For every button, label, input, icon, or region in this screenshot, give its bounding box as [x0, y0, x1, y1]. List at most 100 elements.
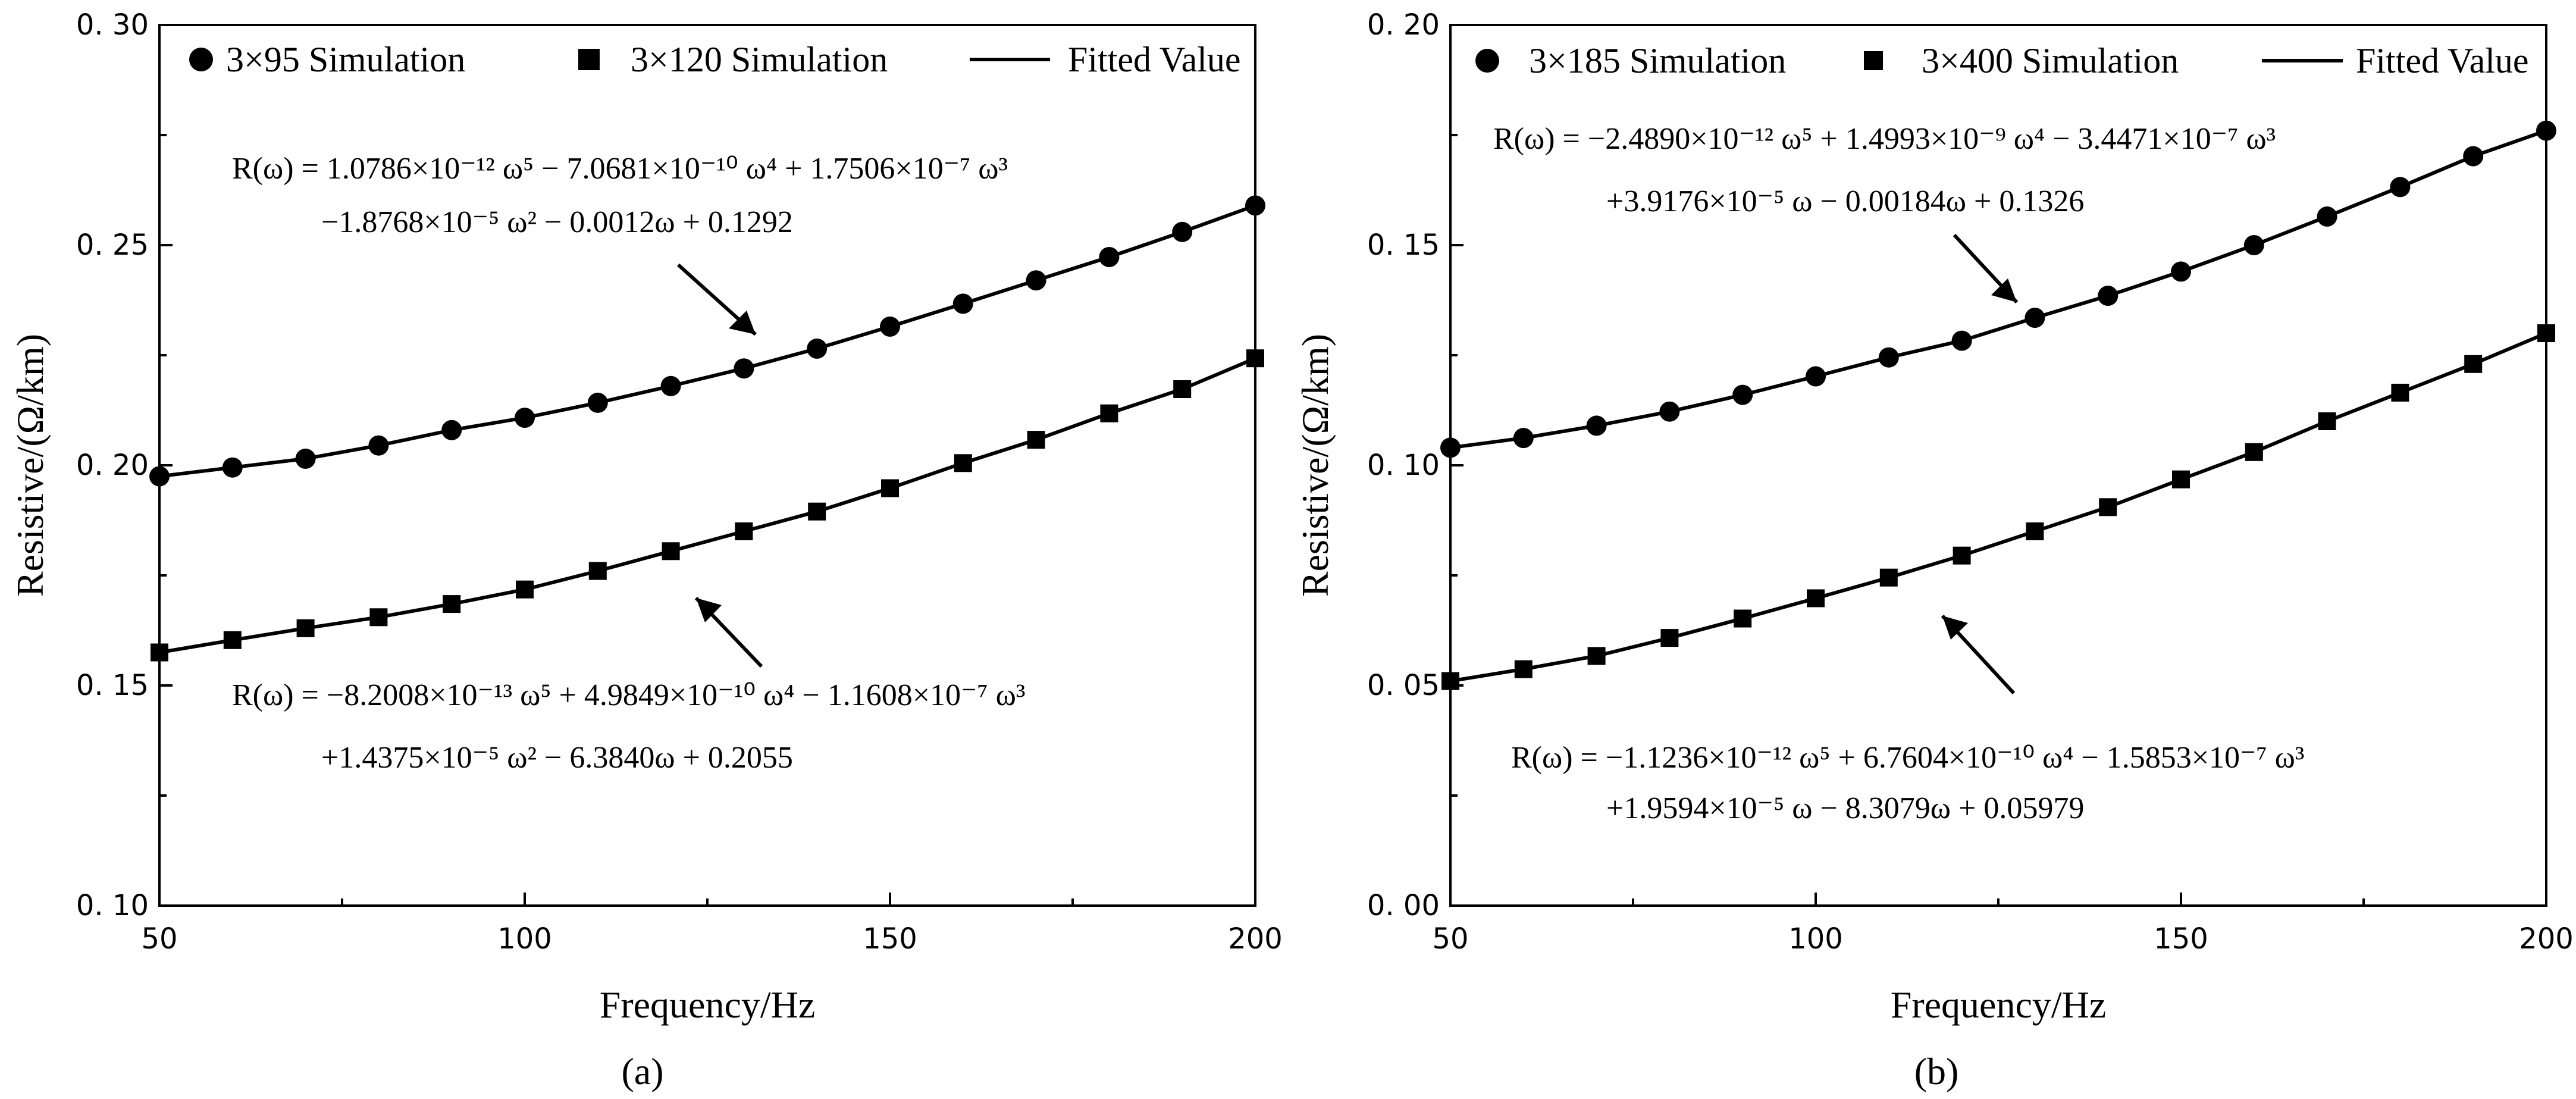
- annotation-arrowhead-a-top: [729, 311, 756, 334]
- legend-marker-circle-b: [1475, 49, 1499, 73]
- data-point-b-1-6: [1879, 568, 1898, 587]
- data-point-b-0-12: [2317, 206, 2337, 227]
- data-point-a-1-8: [735, 522, 753, 540]
- data-point-b-1-5: [1807, 589, 1825, 608]
- panel-label-a: (a): [621, 1050, 663, 1092]
- data-point-a-1-6: [588, 562, 607, 580]
- equation-a-top-line1: R(ω) = 1.0786×10⁻¹² ω⁵ − 7.0681×10⁻¹⁰ ω⁴…: [232, 152, 1008, 186]
- x-tick-label-a-3: 200: [1228, 922, 1283, 956]
- data-point-a-1-14: [1173, 380, 1192, 398]
- data-point-b-0-10: [2171, 261, 2191, 282]
- data-point-a-1-5: [516, 580, 534, 599]
- data-point-a-1-13: [1100, 404, 1118, 422]
- equation-b-top-line2: +3.9176×10⁻⁵ ω − 0.00184ω + 0.1326: [1606, 184, 2084, 218]
- data-point-a-1-12: [1027, 431, 1045, 449]
- x-tick-label-a-0: 50: [141, 922, 177, 956]
- data-point-a-0-0: [149, 466, 170, 487]
- data-point-b-0-3: [1659, 401, 1680, 422]
- data-point-b-1-7: [1953, 546, 1971, 565]
- data-point-b-0-9: [2098, 286, 2119, 306]
- data-point-b-0-7: [1951, 330, 1972, 351]
- data-point-a-1-4: [443, 595, 461, 613]
- equation-a-bottom-line2: +1.4375×10⁻⁵ ω² − 6.3840ω + 0.2055: [321, 741, 793, 775]
- data-point-a-1-9: [808, 502, 826, 521]
- annotation-arrowhead-b-top: [1991, 278, 2017, 302]
- data-point-b-1-9: [2099, 498, 2117, 516]
- equation-b-bottom-line2: +1.9594×10⁻⁵ ω − 8.3079ω + 0.05979: [1606, 791, 2084, 825]
- legend-label-b-1: 3×400 Simulation: [1922, 41, 2179, 80]
- annotation-arrowhead-b-bottom: [1942, 616, 1968, 640]
- legend-marker-square-a: [578, 49, 600, 70]
- y-tick-label-b-1: 0. 05: [1367, 669, 1440, 702]
- data-point-b-0-2: [1586, 415, 1607, 436]
- data-point-a-0-11: [952, 293, 973, 314]
- legend-label-b-0: 3×185 Simulation: [1529, 41, 1786, 80]
- y-tick-label-b-4: 0. 20: [1367, 8, 1440, 42]
- data-point-a-0-4: [441, 419, 462, 440]
- y-tick-label-a-2: 0. 20: [76, 449, 149, 482]
- y-tick-label-b-0: 0. 00: [1367, 889, 1440, 922]
- legend-label-b-2: Fitted Value: [2356, 41, 2529, 80]
- data-point-a-0-1: [222, 457, 243, 478]
- chart-panel-a: 0. 10 0. 15 0. 20 0. 25 0. 30 50 100 150 200 3×…: [9, 8, 1283, 1092]
- data-point-b-0-4: [1732, 384, 1753, 405]
- series-group-b: [1440, 120, 2556, 690]
- x-tick-label-b-1: 100: [1788, 922, 1843, 956]
- data-point-b-0-15: [2536, 120, 2556, 141]
- data-point-b-0-5: [1806, 366, 1826, 387]
- data-point-a-0-5: [515, 408, 535, 428]
- data-point-a-0-14: [1172, 221, 1193, 242]
- y-axis-title-b: Resistive/(Ω/km): [1294, 334, 1336, 597]
- data-point-b-1-10: [2172, 470, 2190, 489]
- data-point-b-1-2: [1587, 647, 1606, 665]
- data-point-b-1-8: [2026, 522, 2044, 540]
- data-point-b-1-11: [2245, 443, 2263, 461]
- x-axis-ticks-a: 50 100 150 200: [141, 893, 1283, 956]
- fitted-line-a-1: [159, 356, 1256, 655]
- data-point-a-0-8: [734, 358, 754, 379]
- data-point-b-0-13: [2390, 177, 2411, 198]
- legend-marker-circle-a: [189, 48, 213, 71]
- data-point-a-1-2: [296, 619, 315, 637]
- data-point-b-0-8: [2025, 308, 2045, 328]
- data-point-a-0-12: [1026, 270, 1046, 291]
- fitted-line-b-0: [1450, 129, 2547, 450]
- y-axis-ticks-a: 0. 10 0. 15 0. 20 0. 25 0. 30: [76, 8, 173, 922]
- data-point-a-1-3: [369, 608, 388, 627]
- data-point-a-0-10: [880, 316, 900, 337]
- data-point-b-1-12: [2318, 412, 2336, 430]
- data-point-b-1-0: [1441, 672, 1459, 690]
- data-point-b-1-3: [1660, 629, 1679, 647]
- data-point-a-0-15: [1245, 195, 1265, 216]
- x-tick-label-a-1: 100: [497, 922, 552, 956]
- legend-marker-square-b: [1864, 51, 1883, 70]
- data-point-a-1-0: [151, 643, 168, 662]
- data-point-b-1-15: [2537, 324, 2555, 342]
- data-point-a-1-1: [223, 631, 242, 649]
- data-point-b-1-4: [1734, 609, 1752, 628]
- data-point-a-1-10: [881, 479, 899, 497]
- x-axis-title-b: Frequency/Hz: [1891, 984, 2107, 1026]
- panel-label-b: (b): [1914, 1050, 1959, 1092]
- equation-a-top-line2: −1.8768×10⁻⁵ ω² − 0.0012ω + 0.1292: [321, 205, 793, 239]
- data-point-a-0-6: [587, 392, 608, 413]
- x-axis-title-a: Frequency/Hz: [600, 984, 816, 1026]
- data-point-a-0-2: [295, 448, 316, 469]
- data-point-a-1-15: [1246, 349, 1264, 368]
- data-point-b-0-1: [1513, 428, 1534, 449]
- data-point-a-0-7: [660, 375, 681, 396]
- x-axis-ticks-b: 50 100 150 200: [1432, 893, 2574, 956]
- y-tick-label-a-0: 0. 10: [76, 889, 149, 922]
- fitted-line-b-1: [1450, 331, 2547, 683]
- chart-panel-b: 0. 00 0. 05 0. 10 0. 15 0. 20 50 100 150 200 3×…: [1294, 8, 2574, 1092]
- data-point-b-1-1: [1514, 660, 1533, 678]
- data-point-a-0-13: [1099, 246, 1120, 267]
- x-tick-label-b-3: 200: [2519, 922, 2574, 956]
- legend-label-a-2: Fitted Value: [1068, 40, 1241, 79]
- y-tick-label-b-2: 0. 10: [1367, 449, 1440, 482]
- y-tick-label-a-4: 0. 30: [76, 8, 149, 42]
- legend-label-a-0: 3×95 Simulation: [226, 40, 465, 79]
- data-point-a-0-9: [807, 338, 828, 359]
- equation-a-bottom-line1: R(ω) = −8.2008×10⁻¹³ ω⁵ + 4.9849×10⁻¹⁰ ω…: [232, 678, 1025, 712]
